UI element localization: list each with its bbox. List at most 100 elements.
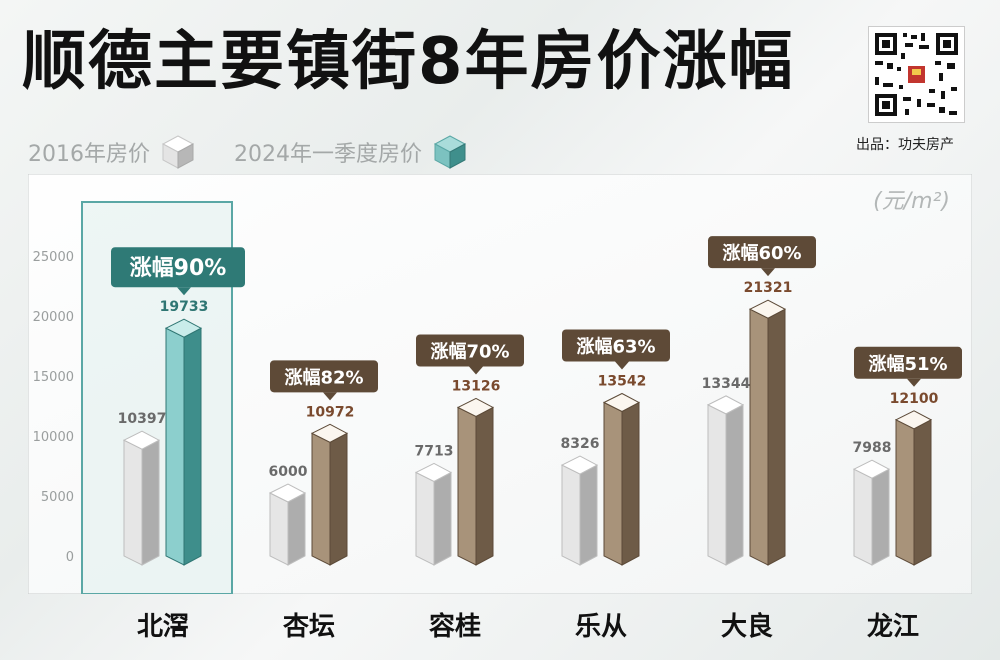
bar-2024-side-face	[475, 406, 494, 566]
x-category-label: 乐从	[574, 612, 627, 642]
bar-2024-front-face	[457, 406, 477, 566]
y-tick-label: 5000	[41, 490, 74, 505]
bar-2024-side-face	[913, 418, 932, 566]
bar-2024-side-face	[621, 401, 640, 566]
bar-2024-side-face	[767, 308, 786, 566]
growth-label: 涨幅63%	[576, 335, 655, 357]
bar-2024	[894, 410, 933, 566]
legend-swatch-grey-cube	[161, 135, 195, 169]
bar-2016-front-face	[561, 464, 581, 566]
bar-2016	[122, 430, 161, 566]
bar-2024-top-face	[894, 410, 933, 430]
bar-2024-front-face	[165, 327, 185, 566]
data-label-2016: 7988	[853, 440, 892, 456]
growth-callout-pointer	[323, 392, 337, 401]
bar-2016-top-face	[414, 462, 453, 483]
bar-2016	[706, 395, 745, 566]
chart-area: (元/m²) 0 5000 10000 15000 20000 25000 10397 197…	[27, 173, 973, 595]
growth-callout-pointer	[177, 287, 191, 296]
bar-2024-front-face	[311, 432, 331, 566]
bar-2024-top-face	[164, 318, 203, 338]
bar-2024	[748, 299, 787, 566]
bar-2016-side-face	[141, 439, 160, 566]
bar-2024-side-face	[329, 432, 348, 566]
x-category-label: 龙江	[866, 612, 919, 642]
bar-2016	[560, 455, 599, 566]
bar-2016-top-face	[268, 483, 307, 503]
growth-callout-box	[111, 247, 245, 288]
data-label-2016: 10397	[118, 411, 167, 427]
growth-callout-box	[416, 334, 524, 367]
bar-2016-top-face	[122, 430, 161, 450]
y-tick-label: 20000	[33, 310, 74, 325]
bar-2024-top-face	[456, 397, 495, 418]
y-tick-label: 0	[66, 550, 74, 565]
bar-2016	[852, 459, 891, 566]
data-label-2016: 8326	[561, 436, 600, 452]
bar-2016-top-face	[852, 459, 891, 479]
data-label-2016: 13344	[702, 376, 751, 392]
bar-2016	[414, 462, 453, 566]
data-label-2024: 21321	[744, 280, 793, 296]
page-title: 顺德主要镇街8年房价涨幅	[22, 25, 795, 99]
bar-2016-front-face	[707, 404, 727, 566]
data-label-2016: 7713	[415, 443, 454, 459]
growth-label: 涨幅82%	[284, 366, 363, 388]
growth-label: 涨幅51%	[868, 353, 947, 375]
bar-2024	[164, 318, 203, 566]
bar-2016-front-face	[853, 468, 873, 566]
data-label-2024: 10972	[306, 404, 355, 420]
unit-label: (元/m²)	[873, 189, 950, 214]
bar-2016-top-face	[560, 455, 599, 475]
x-category-label: 杏坛	[282, 612, 335, 642]
data-label-2024: 13542	[598, 373, 647, 389]
data-label-2024: 13126	[452, 378, 501, 394]
bar-2024	[310, 423, 349, 566]
bar-2016-side-face	[433, 471, 452, 566]
bar-chart: (元/m²) 0 5000 10000 15000 20000 25000 10397 197…	[27, 173, 973, 595]
credit-text: 出品：功夫房产	[856, 137, 954, 153]
bar-2016-side-face	[871, 468, 890, 566]
growth-callout-box	[708, 236, 816, 269]
bar-2024	[456, 397, 495, 566]
growth-label: 涨幅90%	[130, 256, 227, 281]
bar-2024-top-face	[602, 392, 641, 413]
legend-item-2024: 2024年一季度房价	[234, 132, 470, 172]
bar-2024-front-face	[895, 418, 915, 566]
bar-2016-side-face	[287, 492, 306, 566]
y-tick-label: 25000	[33, 250, 74, 265]
y-tick-label: 10000	[33, 430, 74, 445]
legend-item-2016: 2016年房价	[28, 132, 198, 172]
growth-callout-pointer	[907, 378, 921, 387]
qr-code	[868, 26, 965, 123]
growth-label: 涨幅60%	[722, 242, 801, 264]
growth-callout-box	[270, 360, 378, 393]
bar-2016-side-face	[725, 404, 744, 566]
bar-2024-side-face	[183, 327, 202, 566]
data-label-2016: 6000	[269, 464, 308, 480]
growth-callout-pointer	[469, 366, 483, 375]
growth-callout-box	[562, 329, 670, 362]
x-category-label: 容桂	[428, 612, 481, 642]
bar-2016-top-face	[706, 395, 745, 415]
growth-label: 涨幅70%	[430, 340, 509, 362]
x-category-label: 大良	[720, 612, 773, 642]
bar-2024-top-face	[310, 423, 349, 443]
data-label-2024: 19733	[160, 299, 209, 315]
bar-2024	[602, 392, 641, 566]
bar-2024-top-face	[748, 299, 787, 319]
growth-callout-pointer	[761, 268, 775, 277]
y-tick-label: 15000	[33, 370, 74, 385]
bar-2016-side-face	[579, 464, 598, 566]
bar-2016-front-face	[269, 492, 289, 566]
bar-2016	[268, 483, 307, 566]
data-label-2024: 12100	[890, 391, 939, 407]
growth-callout-pointer	[615, 361, 629, 370]
bar-2024-front-face	[749, 308, 769, 566]
bar-2024-front-face	[603, 401, 623, 566]
legend-label-2024: 2024年一季度房价	[234, 142, 422, 167]
x-category-label: 北滘	[136, 612, 189, 642]
bar-2016-front-face	[123, 439, 143, 566]
bar-2016-front-face	[415, 471, 435, 566]
legend-swatch-teal-cube	[433, 135, 467, 169]
